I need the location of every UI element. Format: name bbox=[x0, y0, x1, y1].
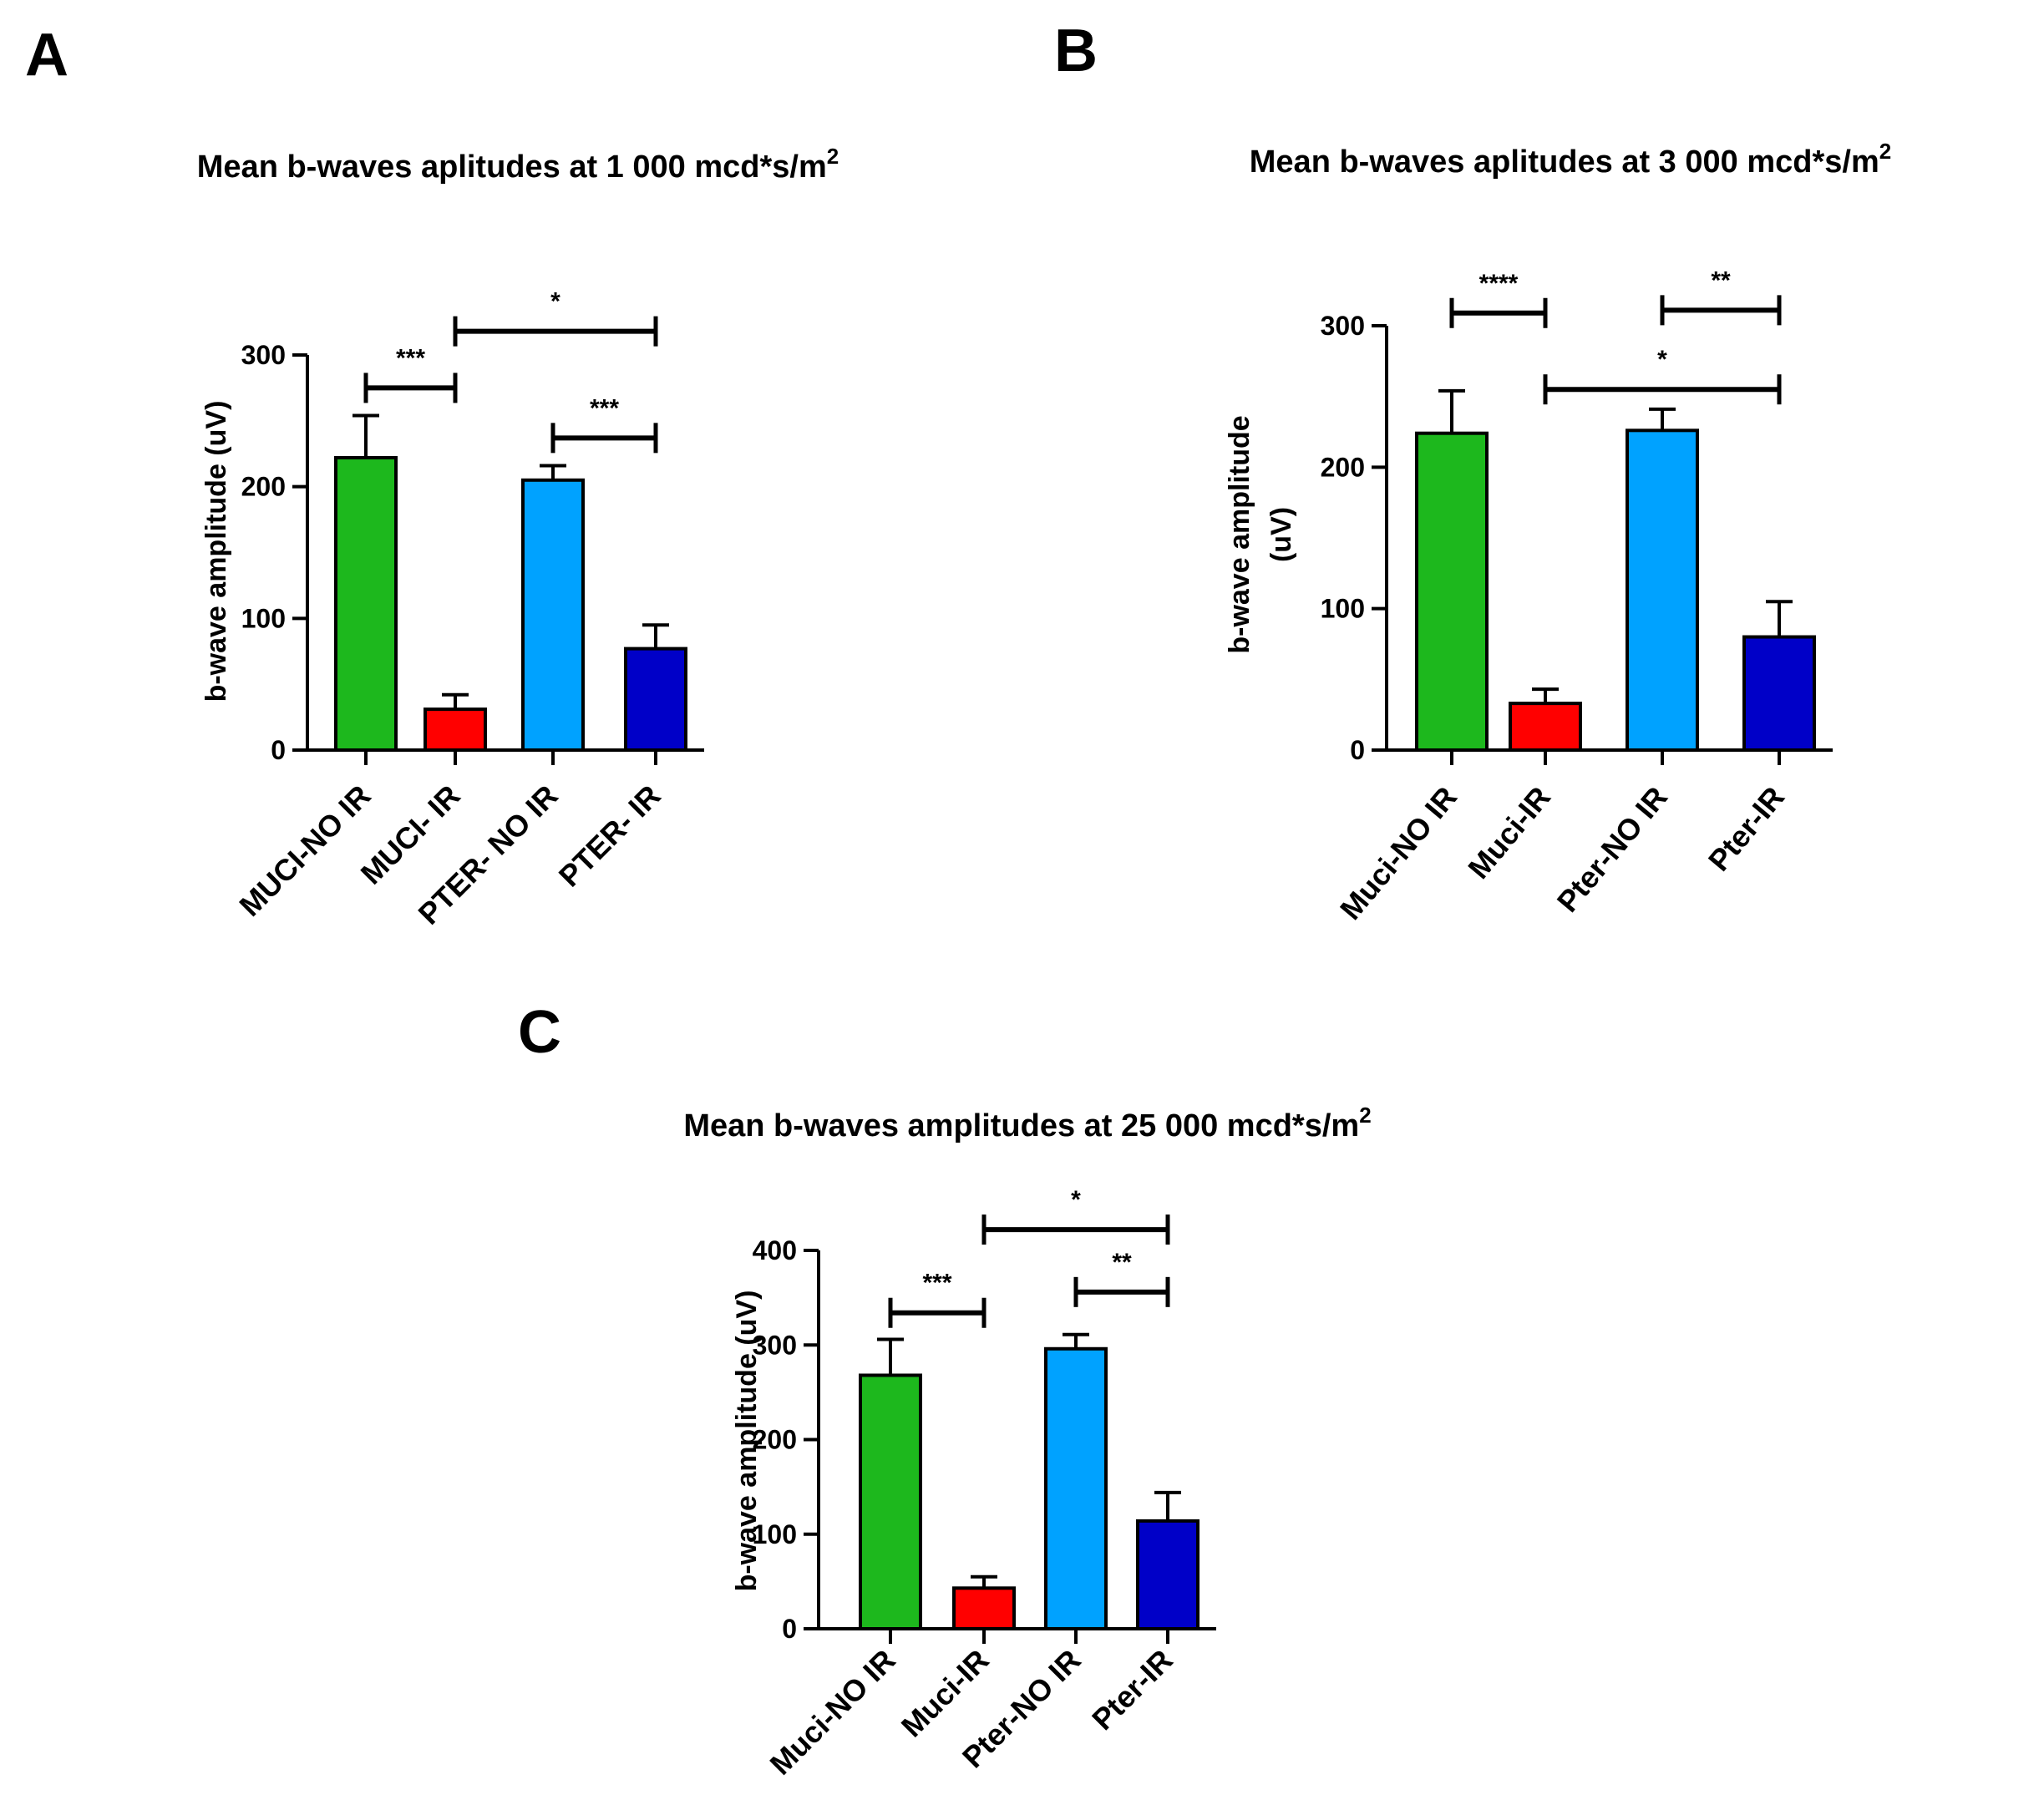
panel-c-bar-1 bbox=[859, 1373, 922, 1630]
panel-b-significance-label: ** bbox=[1711, 266, 1731, 294]
panel-b-letter: B bbox=[1054, 18, 1098, 84]
panel-b-significance-label: * bbox=[1657, 346, 1667, 373]
panel-a-bar-1 bbox=[334, 455, 398, 752]
panel-a: A Mean b-waves aplitudes at 1 000 mcd*s/… bbox=[25, 22, 839, 931]
panel-c-bar-2 bbox=[952, 1586, 1016, 1630]
panel-a-title: Mean b-waves aplitudes at 1 000 mcd*s/m2 bbox=[197, 144, 839, 185]
panel-b-y-tick-label: 200 bbox=[1321, 452, 1365, 482]
panel-b-bar-2 bbox=[1509, 702, 1582, 752]
panel-c-plot: 0 100 200 300 400 b-wave amplitude (uV) Muci-N… bbox=[731, 1186, 1216, 1782]
panel-c-letter: C bbox=[518, 999, 561, 1066]
panel-a-y-label: b-wave amplitude (uV) bbox=[200, 401, 232, 702]
panel-b-title: Mean b-waves aplitudes at 3 000 mcd*s/m2 bbox=[1250, 139, 1891, 180]
panel-b-plot: 0 100 200 300 b-wave amplitude (uV) Muci-NO IR… bbox=[1224, 266, 1833, 926]
panel-c-title: Mean b-waves amplitudes at 25 000 mcd*s/… bbox=[683, 1103, 1371, 1143]
panel-a-significance-label: * bbox=[550, 288, 560, 316]
panel-b-bar-3 bbox=[1626, 428, 1699, 752]
panel-c-y-label: b-wave amplitude (uV) bbox=[731, 1290, 763, 1592]
panel-a-bar-4 bbox=[624, 647, 687, 753]
panel-a-y-tick-label: 300 bbox=[241, 340, 286, 370]
panel-c-y-tick-label: 100 bbox=[753, 1519, 797, 1549]
panel-a-category-label: PTER- IR bbox=[552, 778, 667, 894]
panel-b-significance-label: **** bbox=[1479, 270, 1519, 297]
panel-c-y-tick-label: 200 bbox=[753, 1425, 797, 1455]
panel-b-category-label: Pter-NO IR bbox=[1550, 780, 1674, 919]
panel-b-bar-1 bbox=[1415, 431, 1489, 753]
panel-b-y-tick-label: 300 bbox=[1321, 311, 1365, 341]
panel-c-significance-label: *** bbox=[922, 1270, 951, 1297]
panel-a-y-tick-label: 200 bbox=[241, 472, 286, 502]
panel-a-category-label: MUCI-NO IR bbox=[232, 778, 377, 923]
panel-a-y-tick-label: 0 bbox=[271, 735, 286, 765]
panel-c-category-label: Muci-NO IR bbox=[763, 1643, 901, 1782]
panel-a-bar-3 bbox=[521, 478, 585, 752]
panel-c-y-tick-label: 300 bbox=[753, 1330, 797, 1360]
panel-b: B Mean b-waves aplitudes at 3 000 mcd*s/… bbox=[1054, 18, 1891, 926]
panel-b-category-label: Muci-NO IR bbox=[1333, 780, 1463, 926]
panel-b-category-label: Pter-IR bbox=[1702, 780, 1791, 878]
panel-c-y-tick-label: 400 bbox=[753, 1235, 797, 1265]
panel-b-category-label: Muci-IR bbox=[1461, 780, 1557, 885]
panel-c-bar-4 bbox=[1136, 1519, 1200, 1631]
panel-c-y-tick-label: 0 bbox=[782, 1614, 797, 1644]
panel-c-bar-3 bbox=[1044, 1346, 1108, 1631]
panel-a-plot: 0 100 200 300 b-wave amplitude (uV) MUCI-NO I… bbox=[200, 288, 704, 931]
panel-c: C Mean b-waves amplitudes at 25 000 mcd*… bbox=[518, 999, 1372, 1782]
panel-a-significance-label: *** bbox=[590, 394, 619, 422]
panel-a-significance-label: *** bbox=[396, 344, 425, 372]
panel-a-letter: A bbox=[25, 22, 68, 89]
panel-b-y-label-unit: (uV) bbox=[1265, 507, 1297, 562]
panel-c-category-label: Pter-IR bbox=[1085, 1643, 1179, 1737]
panel-b-y-tick-label: 100 bbox=[1321, 594, 1365, 624]
panel-a-bar-2 bbox=[424, 707, 487, 753]
panel-c-significance-label: ** bbox=[1112, 1249, 1132, 1276]
panel-b-y-label: b-wave amplitude bbox=[1224, 415, 1255, 653]
panel-c-significance-label: * bbox=[1071, 1186, 1081, 1214]
panel-b-bar-4 bbox=[1742, 635, 1816, 752]
panel-a-y-tick-label: 100 bbox=[241, 603, 286, 633]
panel-b-y-tick-label: 0 bbox=[1350, 735, 1365, 765]
